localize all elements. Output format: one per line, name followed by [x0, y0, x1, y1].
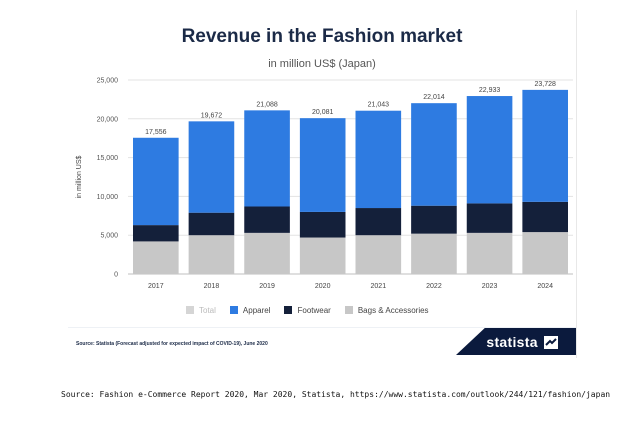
bar-bags-accessories[interactable] [522, 232, 568, 274]
x-tick-label: 2020 [315, 283, 331, 290]
bar-footwear[interactable] [299, 211, 346, 238]
legend-item-total[interactable]: Total [186, 306, 216, 315]
bar-footwear[interactable] [411, 205, 457, 234]
bar-apparel[interactable] [133, 137, 179, 226]
bar-apparel[interactable] [188, 121, 235, 213]
footer-source: Source: Statista (Forecast adjusted for … [76, 341, 268, 347]
bar-apparel[interactable] [411, 103, 457, 206]
bar-footwear[interactable] [244, 206, 290, 233]
chart-footer: Source: Statista (Forecast adjusted for … [68, 327, 576, 355]
brand-name: statista [486, 334, 538, 350]
x-tick-label: 2017 [148, 283, 164, 290]
statista-logo[interactable]: statista [486, 334, 558, 350]
total-value-label: 21,088 [256, 101, 278, 108]
total-value-label: 20,081 [312, 109, 334, 116]
x-tick-label: 2018 [204, 283, 220, 290]
y-tick-label: 20,000 [97, 116, 119, 123]
total-value-label: 23,728 [534, 81, 556, 88]
bar-bags-accessories[interactable] [355, 235, 402, 274]
chart-title: Revenue in the Fashion market [181, 26, 463, 47]
bar-bags-accessories[interactable] [188, 235, 235, 274]
x-tick-label: 2019 [259, 283, 275, 290]
legend-label-apparel: Apparel [242, 305, 271, 315]
y-tick-label: 0 [114, 272, 118, 279]
bar-bags-accessories[interactable] [299, 237, 346, 274]
bar-bags-accessories[interactable] [244, 232, 290, 274]
bar-apparel[interactable] [244, 110, 290, 207]
image-caption: Source: Fashion e-Commerce Report 2020, … [61, 390, 611, 399]
bar-footwear[interactable] [133, 225, 179, 242]
bar-apparel[interactable] [355, 110, 402, 209]
legend-swatch-bags [344, 306, 353, 314]
y-tick-label: 10,000 [97, 194, 119, 201]
chart-subtitle: in million US$ (Japan) [268, 58, 376, 70]
total-value-label: 17,556 [145, 129, 167, 136]
legend-item-bags[interactable]: Bags & Accessories [344, 305, 429, 315]
legend-swatch-apparel [229, 306, 238, 314]
x-tick-label: 2021 [371, 283, 387, 290]
y-axis-label: in million US$ [76, 155, 83, 198]
y-tick-label: 15,000 [97, 155, 119, 162]
y-tick-label: 25,000 [97, 78, 119, 85]
y-tick-label: 5,000 [100, 233, 118, 240]
total-value-label: 22,014 [423, 94, 445, 101]
legend-item-footwear[interactable]: Footwear [284, 305, 331, 315]
legend-label-footwear: Footwear [297, 305, 331, 315]
bar-bags-accessories[interactable] [466, 232, 513, 274]
total-value-label: 21,043 [368, 102, 390, 109]
legend-swatch-total [186, 306, 194, 314]
bar-footwear[interactable] [188, 212, 235, 236]
bar-bags-accessories[interactable] [411, 233, 457, 274]
x-tick-label: 2023 [482, 283, 498, 290]
total-value-label: 19,672 [201, 112, 223, 119]
bar-bags-accessories[interactable] [133, 241, 179, 274]
bar-apparel[interactable] [522, 89, 568, 202]
statista-logo-icon [544, 336, 558, 349]
bar-footwear[interactable] [466, 203, 513, 233]
chart-legend: Total Apparel Footwear Bags & Accessorie… [186, 303, 486, 317]
legend-label-bags: Bags & Accessories [357, 305, 429, 315]
x-tick-label: 2024 [537, 283, 553, 290]
total-value-label: 22,933 [479, 87, 501, 94]
legend-item-apparel[interactable]: Apparel [229, 305, 271, 315]
legend-swatch-footwear [284, 306, 293, 314]
legend-label-total: Total [199, 305, 216, 315]
x-tick-label: 2022 [426, 283, 442, 290]
bar-footwear[interactable] [522, 201, 568, 233]
bar-apparel[interactable] [299, 118, 346, 212]
bar-footwear[interactable] [355, 208, 402, 236]
bar-apparel[interactable] [466, 96, 513, 204]
